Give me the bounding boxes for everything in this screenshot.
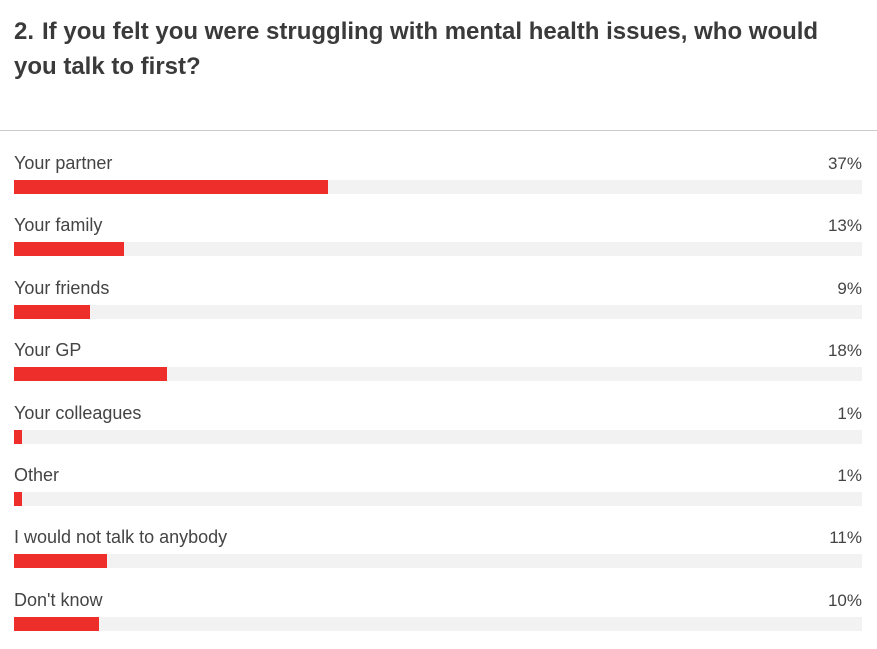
bar-track xyxy=(14,554,862,569)
result-label: Your partner xyxy=(14,153,113,173)
result-percentage: 11% xyxy=(829,528,862,548)
bar-fill xyxy=(14,429,23,444)
result-label: Your family xyxy=(14,215,103,236)
result-percentage: 18% xyxy=(827,341,862,361)
result-percentage: 10% xyxy=(827,590,862,610)
bar-track xyxy=(14,304,862,319)
result-label: I would not talk to anybody xyxy=(14,527,228,548)
bar-track xyxy=(14,242,862,257)
bar-fill xyxy=(14,554,108,569)
bar-fill xyxy=(14,242,125,257)
result-row: Your family 13% xyxy=(14,212,862,274)
result-row: Other 1% xyxy=(14,462,862,524)
bar-track xyxy=(14,429,862,444)
bar-fill xyxy=(14,304,91,319)
result-percentage: 1% xyxy=(837,403,862,423)
bar-track xyxy=(14,367,862,382)
result-label: Your GP xyxy=(14,340,82,361)
result-row: Your GP 18% xyxy=(14,337,862,399)
result-percentage: 1% xyxy=(837,465,862,485)
bar-fill xyxy=(14,180,328,194)
result-label: Your colleagues xyxy=(14,402,142,423)
bar-fill xyxy=(14,367,167,382)
question-number: 2. xyxy=(14,18,35,45)
bar-fill xyxy=(14,491,23,506)
result-label: Don't know xyxy=(14,589,103,610)
bar-fill xyxy=(14,616,99,631)
result-row: Don't know 10% xyxy=(14,587,862,649)
results-bar-chart: Your partner 37% Your family 13% Your friend… xyxy=(14,150,862,649)
result-row: Your friends 9% xyxy=(14,275,862,337)
bar-track xyxy=(14,616,862,631)
bar-track xyxy=(14,491,862,506)
result-row: Your partner 37% xyxy=(14,150,862,212)
bar-track xyxy=(14,180,862,194)
result-percentage: 37% xyxy=(827,154,862,173)
result-row: Your colleagues 1% xyxy=(14,400,862,462)
question-text: If you felt you were struggling with men… xyxy=(14,18,819,80)
result-label: Your friends xyxy=(14,277,110,298)
result-label: Other xyxy=(14,464,60,485)
result-percentage: 13% xyxy=(827,216,862,236)
result-percentage: 9% xyxy=(837,278,862,298)
result-row: I would not talk to anybody 11% xyxy=(14,524,862,586)
divider xyxy=(0,130,877,131)
question-heading: 2. If you felt you were struggling with m… xyxy=(14,14,854,84)
